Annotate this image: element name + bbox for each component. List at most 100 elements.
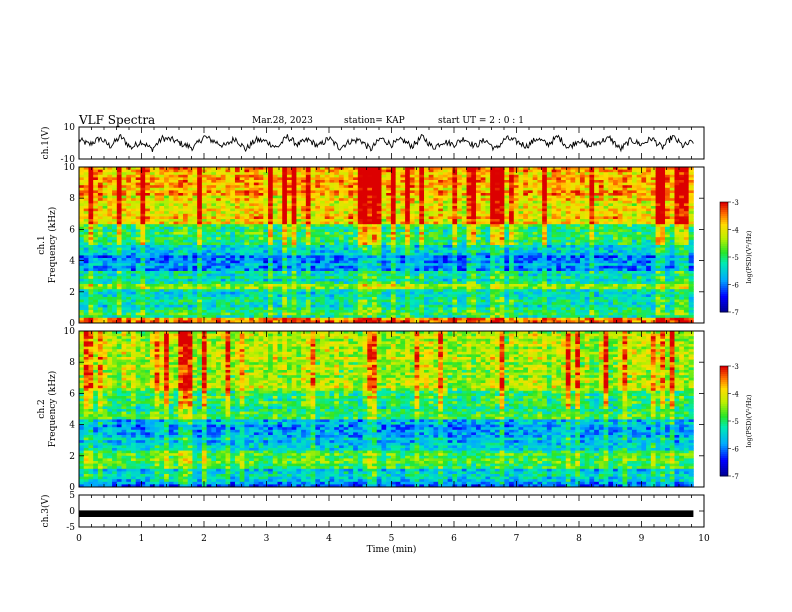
ch1-spectrogram-cell [499, 229, 505, 233]
ch1-spectrogram-cell [631, 224, 638, 228]
ch1-spectrogram-cell [447, 172, 453, 176]
ch1-spectrogram-cell [234, 169, 241, 173]
ch1-spectrogram-cell [310, 174, 316, 178]
ch1-spectrogram-cell [310, 258, 316, 261]
ch1-spectrogram-cell [112, 250, 118, 254]
ch1-spectrogram-cell [291, 239, 297, 243]
ch1-spectrogram-cell [305, 174, 311, 178]
ch1-spectrogram-cell [683, 172, 690, 176]
ch1-spectrogram-cell [688, 247, 694, 251]
ch1-spectrogram-cell [310, 182, 316, 186]
ch1-spectrogram-cell [291, 221, 297, 225]
ch1-spectrogram-cell [88, 263, 94, 267]
ch1-spectrogram-cell [220, 206, 226, 209]
ch1-spectrogram-cell [414, 174, 420, 178]
ch1-spectrogram-cell [112, 200, 118, 204]
ch1-spectrogram-cell [490, 167, 496, 170]
ch1-spectrogram-cell [173, 263, 179, 267]
ch1-spectrogram-cell [471, 234, 477, 238]
ch1-spectrogram-cell [683, 198, 690, 202]
ch1-spectrogram-cell [376, 221, 382, 225]
ch1-spectrogram-cell [509, 245, 515, 248]
ch1-spectrogram-cell [594, 211, 600, 215]
ch1-spectrogram-cell [494, 203, 501, 207]
ch1-spectrogram-cell [461, 182, 467, 186]
ch1-spectrogram-cell [499, 206, 505, 209]
ch1-spectrogram-cell [428, 169, 434, 173]
ch1-spectrogram-cell [466, 180, 472, 183]
ch1-spectrogram-cell [424, 245, 430, 248]
ch1-spectrogram-cell [509, 216, 515, 220]
ch1-spectrogram-cell [617, 242, 623, 246]
ch1-spectrogram-cell [97, 203, 104, 207]
ch1-spectrogram-cell [665, 211, 671, 215]
ch1-spectrogram-cell [126, 242, 132, 246]
ch1-spectrogram-cell [234, 182, 241, 186]
ch1-spectrogram-cell [367, 219, 373, 222]
ch1-spectrogram-cell [466, 229, 472, 233]
ch1-spectrogram-cell [603, 242, 609, 246]
ch1-spectrogram-cell [291, 213, 297, 217]
ch1-spectrogram-cell [107, 245, 113, 248]
ch1-spectrogram-cell [268, 195, 274, 199]
ch1-spectrogram-cell [178, 182, 184, 186]
ch1-spectrogram-cell [575, 174, 581, 178]
ch1-spectrogram-cell [381, 190, 387, 194]
ch1-spectrogram-cell [674, 182, 680, 186]
ch1-spectrogram-cell [164, 242, 170, 246]
ch1-spectrogram-cell [523, 255, 529, 259]
ch1-spectrogram-cell [338, 174, 345, 178]
ch1-spectrogram-cell [211, 182, 217, 186]
ch1-spectrogram-cell [192, 263, 198, 267]
ch1-spectrogram-cell [551, 198, 557, 202]
ch1-spectrogram-cell [130, 255, 137, 259]
ch1-spectrogram-cell [102, 180, 108, 183]
ch1-spectrogram-cell [145, 200, 151, 204]
ch1-spectrogram-cell [537, 216, 543, 220]
ch1-spectrogram-cell [603, 187, 609, 191]
ch1-spectrogram-cell [494, 185, 501, 189]
ch1-spectrogram-cell [646, 172, 652, 176]
ch1-spectrogram-cell [683, 185, 690, 189]
ch1-spectrogram-cell [622, 226, 628, 230]
ch1-spectrogram-cell [173, 203, 179, 207]
ch1-spectrogram-cell [537, 252, 543, 256]
ch1-spectrogram-cell [565, 198, 571, 202]
ch1-spectrogram-cell [154, 195, 160, 199]
ch1-spectrogram-cell [395, 177, 401, 181]
ch1-spectrogram-cell [83, 208, 89, 212]
ch1-spectrogram-cell [277, 208, 283, 212]
ch1-spectrogram-cell [329, 242, 335, 246]
ch1-spectrogram-cell [504, 198, 510, 202]
ch1-spectrogram-cell [258, 187, 264, 191]
ch1-spectrogram-cell [324, 252, 330, 256]
ch1-spectrogram-cell [244, 260, 250, 264]
ch1-spectrogram-cell [594, 232, 600, 235]
ch1-spectrogram-cell [594, 229, 600, 233]
ch1-spectrogram-cell [428, 208, 434, 212]
ch1-spectrogram-cell [442, 237, 449, 241]
ch1-spectrogram-cell [688, 224, 694, 228]
ch1-spectrogram-cell [116, 174, 122, 178]
ch1-spectrogram-cell [542, 242, 548, 246]
ch1-spectrogram-cell [286, 229, 293, 233]
ch1-spectrogram-cell [518, 232, 524, 235]
ch1-spectrogram-cell [532, 260, 538, 264]
ch1-spectrogram-cell [660, 213, 666, 217]
ch1-spectrogram-cell [608, 242, 614, 246]
ch1-spectrogram-cell [627, 195, 633, 199]
ch1-spectrogram-cell [442, 203, 449, 207]
ch1-spectrogram-cell [206, 232, 212, 235]
ch1-spectrogram-cell [263, 250, 269, 254]
ch1-spectrogram-cell [461, 260, 467, 264]
ch1-spectrogram-cell [263, 190, 269, 194]
ch1-spectrogram-cell [688, 190, 694, 194]
ch1-spectrogram-cell [471, 260, 477, 264]
ch1-spectrogram-cell [518, 203, 524, 207]
ch1-spectrogram-cell [154, 203, 160, 207]
ch1-spectrogram-cell [121, 260, 127, 264]
ch1-spectrogram-cell [357, 174, 363, 178]
ch1-spectrogram-cell [400, 195, 406, 199]
ch1-spectrogram-cell [494, 167, 501, 170]
ch1-spectrogram-cell [353, 239, 359, 243]
